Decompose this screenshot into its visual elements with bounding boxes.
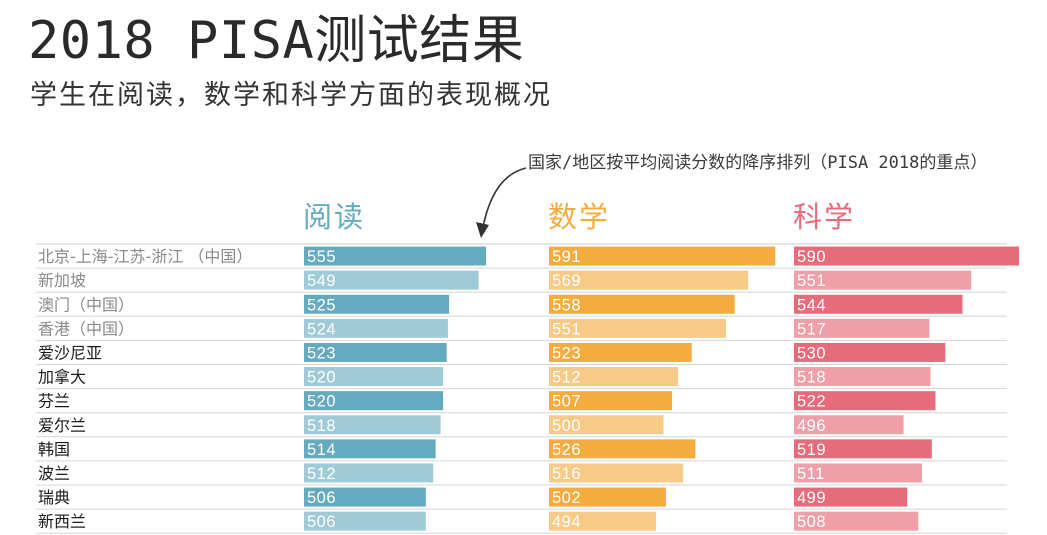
bar-science [794,439,932,459]
country-label: 加拿大 [38,368,86,387]
country-label: 新加坡 [38,271,86,290]
bar-value-label: 520 [307,393,336,411]
bar-science [794,246,1019,266]
bar-reading [304,318,448,338]
bar-reading [304,270,479,290]
series-header-science: 科学 [793,200,856,234]
country-label: 香港（中国） [38,319,134,338]
bar-reading [304,511,426,531]
bar-value-label: 502 [552,489,581,507]
bar-value-label: 512 [552,369,581,387]
bar-science [794,391,936,411]
bar-value-label: 506 [307,513,336,531]
bar-reading [304,246,486,266]
bar-value-label: 524 [307,320,336,338]
bar-value-label: 555 [307,248,336,266]
country-label: 新西兰 [38,512,86,531]
bar-science [794,270,972,290]
bar-science [794,294,963,314]
country-label: 瑞典 [38,488,70,507]
country-label: 芬兰 [38,392,70,411]
bar-value-label: 544 [797,296,826,314]
bar-value-label: 518 [307,417,336,435]
bar-reading [304,391,444,411]
series-header-math: 数学 [548,200,611,234]
bar-value-label: 518 [797,369,826,387]
bar-value-label: 558 [552,296,581,314]
bar-math [549,367,679,387]
country-label: 爱尔兰 [38,416,86,435]
country-label: 澳门（中国） [38,295,134,314]
bar-value-label: 500 [552,417,581,435]
bar-value-label: 549 [307,272,336,290]
bar-value-label: 569 [552,272,581,290]
bar-reading [304,487,426,507]
bar-value-label: 506 [307,489,336,507]
bar-value-label: 496 [797,417,826,435]
annotation-arrow-icon [476,167,527,238]
bar-value-label: 499 [797,489,826,507]
country-label: 北京-上海-江苏-浙江 （中国） [38,247,252,266]
bar-reading [304,439,436,459]
country-label: 爱沙尼亚 [38,343,102,362]
bar-science [794,511,919,531]
bar-value-label: 517 [797,320,826,338]
bar-value-label: 551 [797,272,826,290]
bar-reading [304,415,441,435]
bar-value-label: 525 [307,296,336,314]
bar-science [794,342,946,362]
country-label: 韩国 [38,440,70,459]
bar-value-label: 494 [552,513,581,531]
chart-subtitle: 学生在阅读，数学和科学方面的表现概况 [30,80,552,111]
chart-title: 2018 PISA测试结果 [28,11,525,71]
bar-value-label: 590 [797,248,826,266]
bar-value-label: 514 [307,441,336,459]
bar-reading [304,342,447,362]
country-label: 波兰 [38,464,70,483]
bar-science [794,367,931,387]
bar-math [549,415,664,435]
bar-math [549,511,657,531]
bar-science [794,415,904,435]
bar-value-label: 519 [797,441,826,459]
bar-value-label: 508 [797,513,826,531]
sort-annotation: 国家/地区按平均阅读分数的降序排列（PISA 2018的重点） [528,153,988,173]
bar-value-label: 520 [307,369,336,387]
bar-value-label: 522 [797,393,826,411]
bar-value-label: 530 [797,344,826,362]
bar-value-label: 591 [552,248,581,266]
bar-math [549,439,696,459]
bar-math [549,342,692,362]
bar-reading [304,367,444,387]
bar-value-label: 507 [552,393,581,411]
bar-math [549,391,673,411]
bar-reading [304,463,434,483]
bar-math [549,270,749,290]
bar-value-label: 523 [552,344,581,362]
bar-math [549,318,727,338]
bar-value-label: 516 [552,465,581,483]
series-header-reading: 阅读 [303,200,366,234]
bar-math [549,246,776,266]
bar-value-label: 511 [797,465,825,483]
bar-value-label: 512 [307,465,336,483]
bar-math [549,463,684,483]
bar-value-label: 523 [307,344,336,362]
bar-value-label: 526 [552,441,581,459]
bar-math [549,487,666,507]
bar-science [794,318,930,338]
bar-value-label: 551 [552,320,581,338]
bar-science [794,487,908,507]
bar-science [794,463,922,483]
bar-reading [304,294,450,314]
bar-math [549,294,735,314]
